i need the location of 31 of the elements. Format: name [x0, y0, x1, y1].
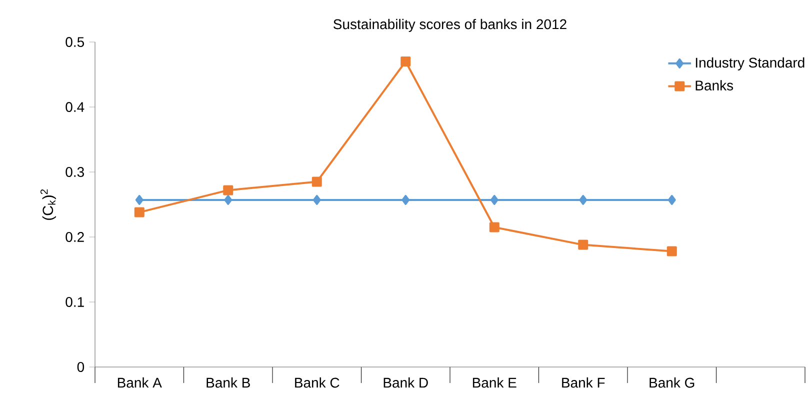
point [312, 176, 322, 187]
y-tick-label: 0.1 [66, 297, 84, 307]
x-tick-label: Bank E [472, 377, 516, 388]
point [490, 194, 498, 205]
y-tick-label: 0.4 [66, 102, 84, 112]
point [489, 222, 500, 232]
y-tick-label: 0.5 [66, 37, 84, 47]
x-tick-label: Bank B [206, 377, 250, 388]
y-tick-label: 0.2 [66, 232, 84, 242]
point [224, 194, 232, 205]
x-tick-label: Bank G [650, 377, 694, 388]
point [135, 194, 144, 205]
point [312, 194, 321, 205]
point [223, 185, 234, 196]
x-tick-label: Bank A [118, 377, 162, 388]
point [579, 194, 588, 205]
x-tick-label: Bank D [384, 377, 428, 388]
y-axis-title: (C$_{k}$)$^{2}$ [40, 189, 56, 220]
x-tick-label: Bank F [562, 377, 605, 388]
x-tick-label: Bank C [295, 377, 340, 388]
y-tick-label: 0 [77, 362, 84, 372]
legend-label: Industry Standard [696, 57, 804, 70]
point [134, 207, 144, 218]
point [578, 240, 588, 250]
point [668, 194, 676, 205]
chart-title: Sustainability scores of banks in 2012 [334, 18, 566, 32]
point [666, 246, 677, 256]
y-tick-label: 0.3 [66, 167, 84, 177]
legend-label: Banks [696, 80, 734, 90]
point [402, 194, 410, 205]
point [400, 56, 411, 67]
